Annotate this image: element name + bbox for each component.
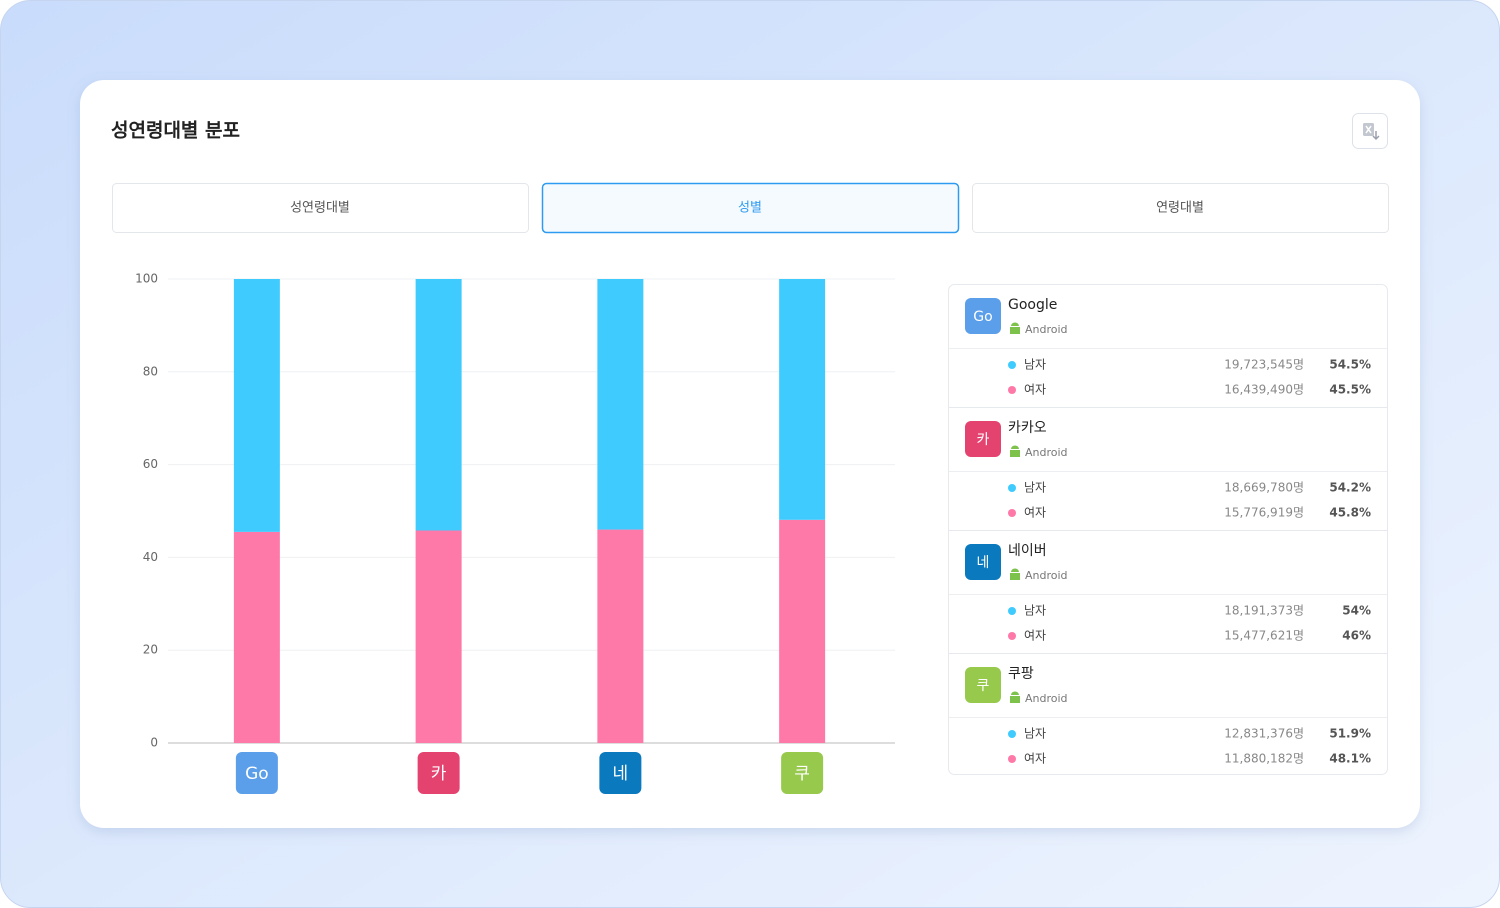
bar-segment	[779, 519, 826, 743]
app-badge-label: Go	[973, 309, 992, 325]
app-platform: Android	[1025, 323, 1068, 336]
user-count: 19,723,545명	[1224, 358, 1304, 372]
app-badge-label: 쿠	[977, 678, 990, 694]
legend-dot	[1008, 484, 1016, 492]
app-badge-label: 카	[431, 764, 447, 784]
app-badge	[599, 752, 642, 794]
bar-segment	[415, 530, 462, 743]
export-button[interactable]	[1352, 113, 1388, 149]
tab-label: 연령대별	[1156, 201, 1204, 216]
card-title: 성연령대별 분포	[111, 120, 240, 142]
y-tick-label: 40	[143, 550, 158, 564]
bar-segment	[233, 531, 280, 743]
share-label: 54.2%	[1329, 481, 1371, 495]
y-tick-label: 60	[143, 457, 158, 471]
app-badge	[235, 752, 278, 794]
user-count: 12,831,376명	[1224, 727, 1304, 741]
legend-label: 남자	[1024, 358, 1046, 372]
app-badge-label: 카	[977, 432, 990, 448]
share-label: 48.1%	[1329, 752, 1371, 766]
legend-label: 남자	[1024, 604, 1046, 618]
app-name: 카카오	[1008, 420, 1047, 436]
bar-segment	[597, 529, 644, 743]
share-label: 45.8%	[1329, 506, 1371, 520]
app-badge-label: Go	[245, 764, 269, 784]
tab-label: 성별	[738, 201, 762, 216]
android-icon	[1010, 445, 1020, 457]
app-name: 쿠팡	[1008, 666, 1034, 682]
bar-segment	[415, 279, 462, 531]
user-count: 11,880,182명	[1224, 752, 1304, 766]
legend-label: 여자	[1024, 629, 1046, 643]
legend-label: 남자	[1024, 481, 1046, 495]
legend-dot	[1008, 755, 1016, 763]
app-platform: Android	[1025, 569, 1068, 582]
y-tick-label: 100	[135, 272, 158, 286]
app-badge	[965, 421, 1001, 457]
app-badge	[417, 752, 460, 794]
app-badge-label: 네	[977, 555, 990, 571]
user-count: 16,439,490명	[1224, 383, 1304, 397]
bar-segment	[779, 279, 826, 520]
legend-dot	[1008, 607, 1016, 615]
app-badge	[781, 752, 824, 794]
android-icon	[1010, 691, 1020, 703]
y-tick-label: 80	[143, 364, 158, 378]
app-platform: Android	[1025, 692, 1068, 705]
user-count: 15,477,621명	[1224, 629, 1304, 643]
app-name: 네이버	[1008, 543, 1047, 559]
app-name: Google	[1008, 297, 1057, 313]
legend-dot	[1008, 632, 1016, 640]
app-badge	[965, 667, 1001, 703]
app-badge	[965, 544, 1001, 580]
tab[interactable]: 성별	[541, 182, 960, 234]
user-count: 18,669,780명	[1224, 481, 1304, 495]
share-label: 54.5%	[1329, 358, 1371, 372]
tab-label: 성연령대별	[290, 201, 350, 216]
tab-box	[972, 183, 1389, 233]
share-label: 54%	[1342, 604, 1371, 618]
app-badge-label: 네	[613, 764, 629, 784]
share-label: 46%	[1342, 629, 1371, 643]
bar-segment	[233, 279, 280, 532]
user-count: 18,191,373명	[1224, 604, 1304, 618]
legend-dot	[1008, 509, 1016, 517]
app-badge-label: 쿠	[794, 764, 810, 784]
legend-dot	[1008, 361, 1016, 369]
app-badge	[965, 298, 1001, 334]
legend-label: 남자	[1024, 727, 1046, 741]
legend-dot	[1008, 386, 1016, 394]
app-platform: Android	[1025, 446, 1068, 459]
legend-label: 여자	[1024, 506, 1046, 520]
user-count: 15,776,919명	[1224, 506, 1304, 520]
android-icon	[1010, 322, 1020, 334]
y-tick-label: 20	[143, 643, 158, 657]
share-label: 45.5%	[1329, 383, 1371, 397]
tab-box	[112, 183, 529, 233]
tab[interactable]: 연령대별	[972, 183, 1389, 233]
android-icon	[1010, 568, 1020, 580]
bar-segment	[597, 279, 644, 530]
y-tick-label: 0	[150, 736, 158, 750]
share-label: 51.9%	[1329, 727, 1371, 741]
legend-dot	[1008, 730, 1016, 738]
tab-box	[541, 182, 960, 234]
tab[interactable]: 성연령대별	[112, 183, 529, 233]
legend-label: 여자	[1024, 752, 1046, 766]
legend-label: 여자	[1024, 383, 1046, 397]
